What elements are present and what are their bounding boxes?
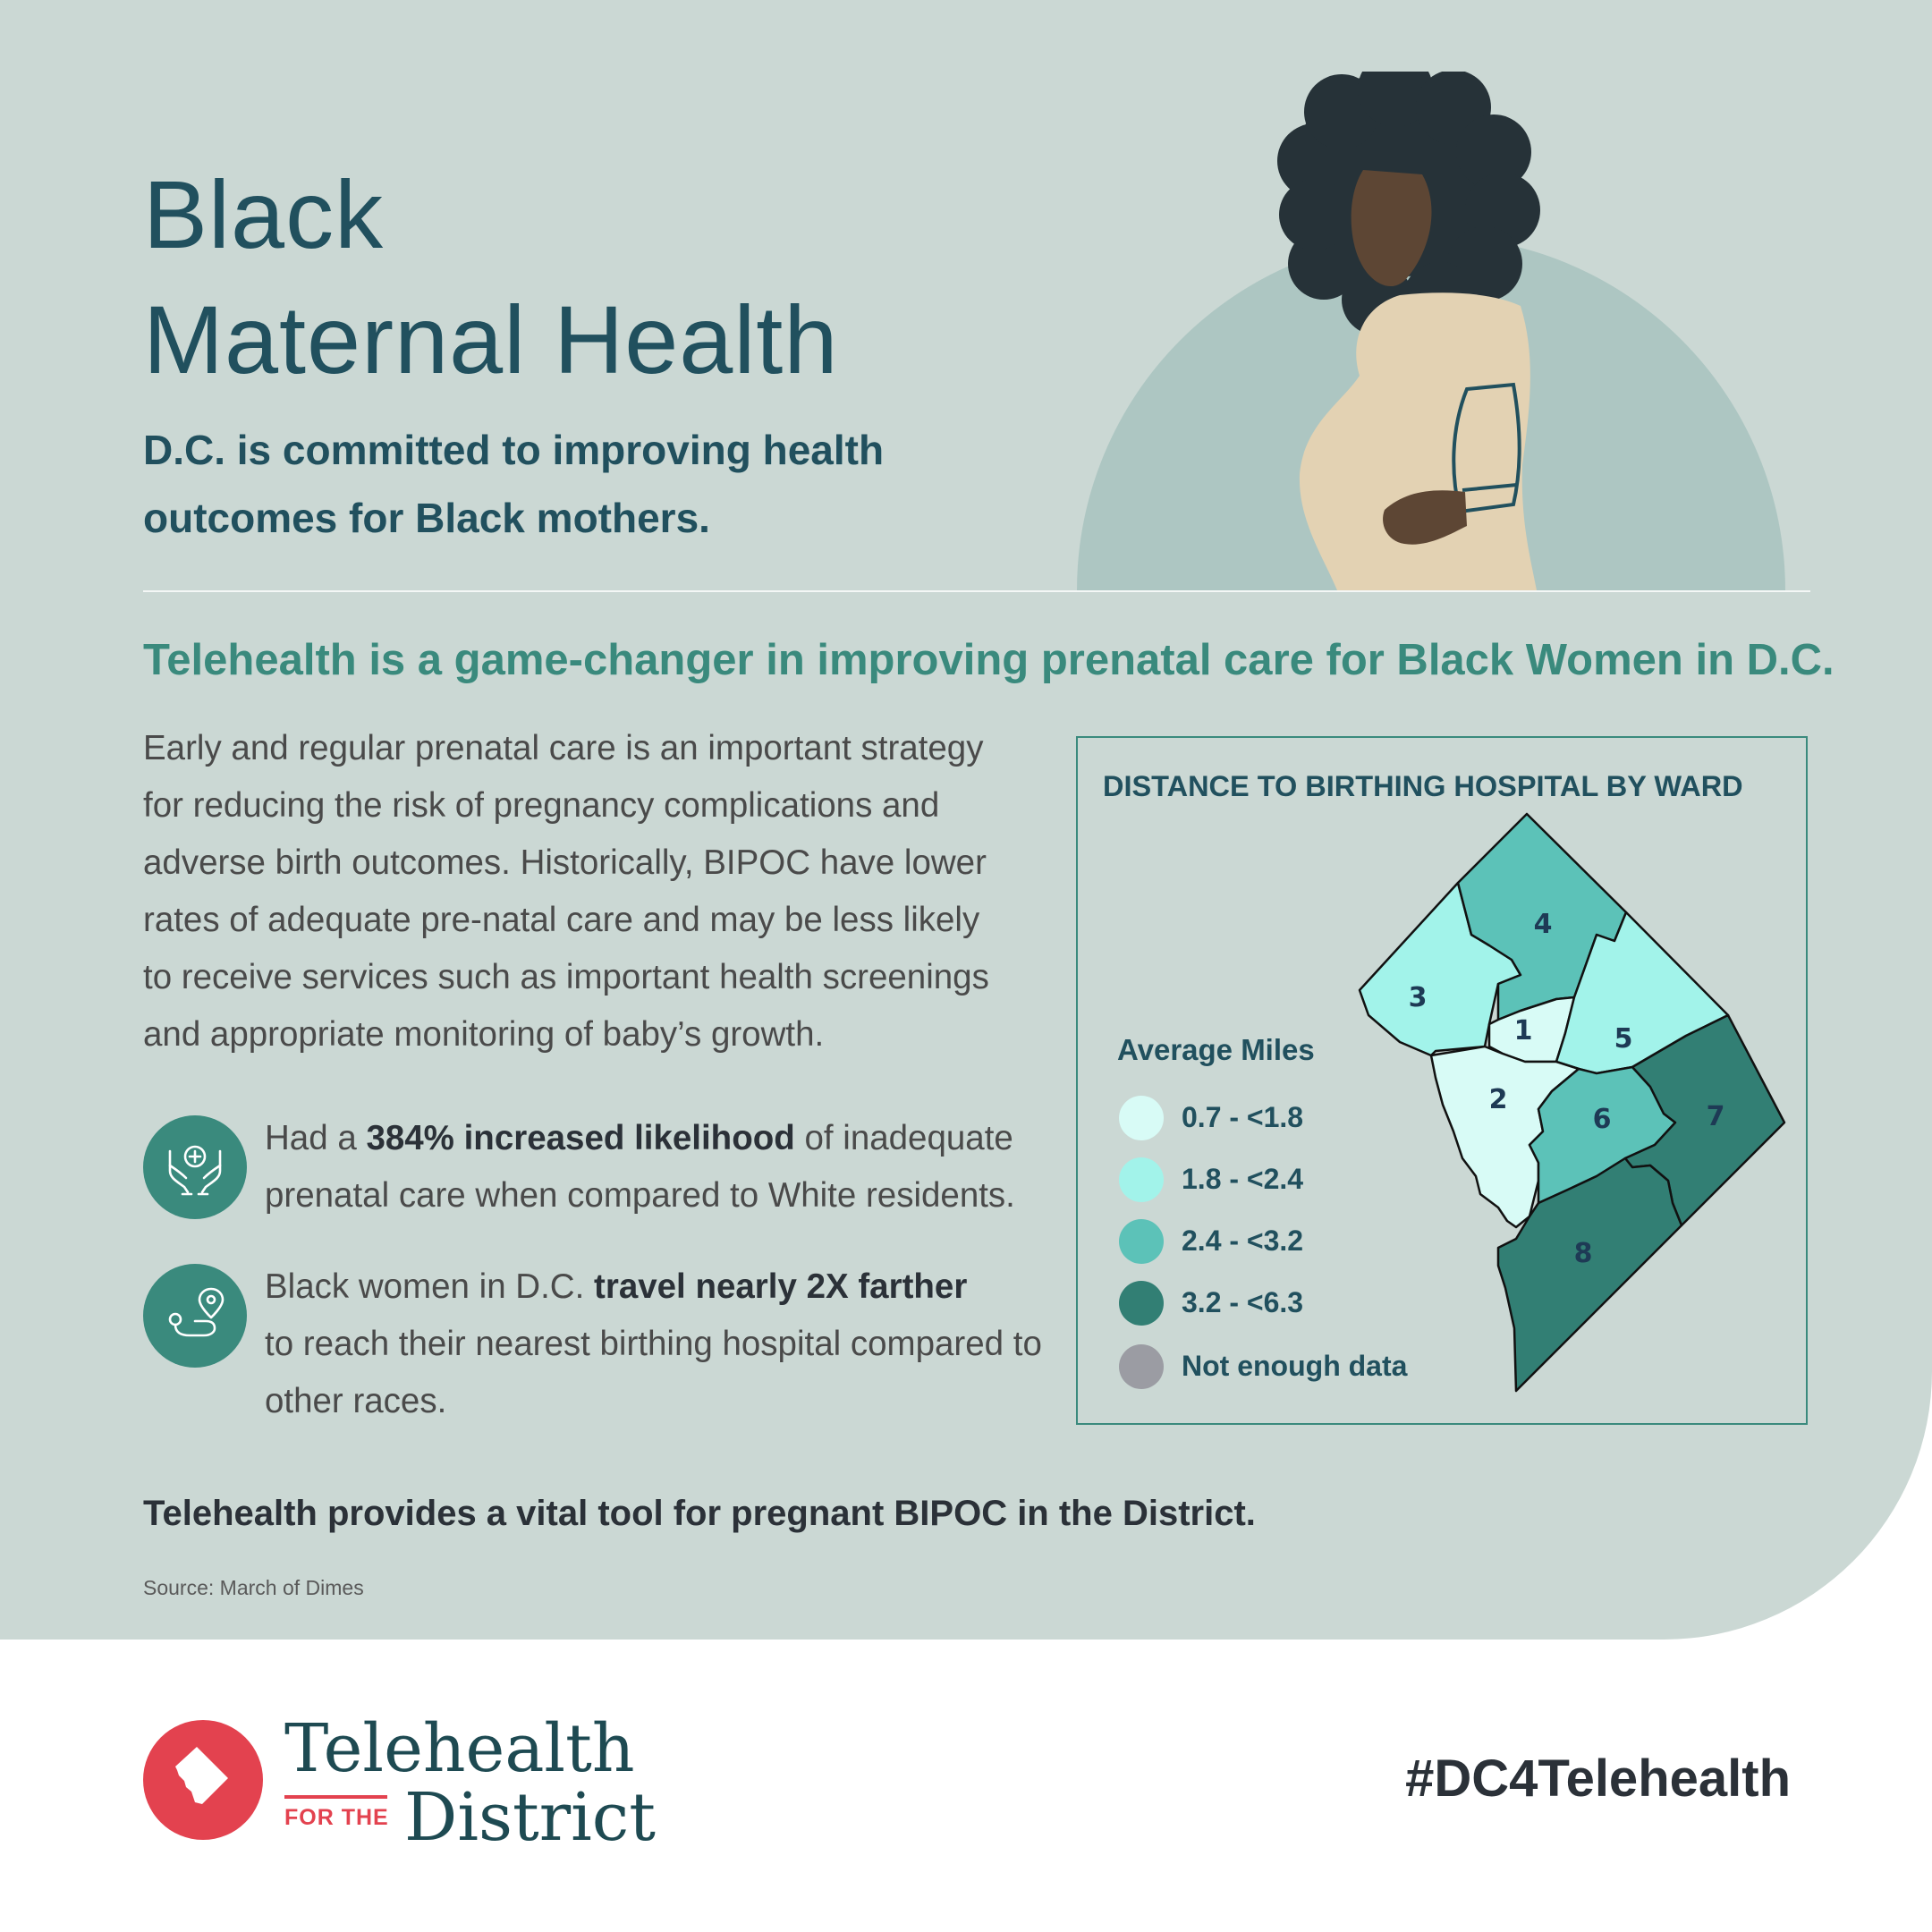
ward-label: 7 — [1707, 1101, 1725, 1132]
stat-text: Had a 384% increased likelihood of inade… — [265, 1110, 1088, 1224]
stat-text-prefix: Black women in D.C. — [265, 1267, 595, 1306]
section-headline: Telehealth is a game-changer in improvin… — [143, 636, 1835, 684]
source-citation: Source: March of Dimes — [143, 1576, 364, 1599]
dc-ward-map: 4 3 1 5 2 6 7 8 — [1358, 812, 1786, 1393]
ward-map-card: DISTANCE TO BIRTHING HOSPITAL BY WARD — [1076, 736, 1808, 1425]
legend-label: 1.8 - <2.4 — [1182, 1163, 1304, 1195]
stat-text: Black women in D.C. travel nearly 2X far… — [265, 1258, 1088, 1430]
campaign-hashtag: #DC4Telehealth — [1405, 1750, 1791, 1808]
logo-wordmark-district: District — [404, 1779, 656, 1856]
legend-swatch — [1119, 1281, 1164, 1326]
body-line: rates of adequate pre-natal care and may… — [143, 901, 980, 939]
title-line-2: Maternal Health — [143, 285, 839, 394]
legend-swatch — [1119, 1096, 1164, 1140]
logo-rule — [284, 1795, 387, 1799]
legend-label: 0.7 - <1.8 — [1182, 1101, 1304, 1133]
ward-label: 3 — [1409, 982, 1428, 1013]
subtitle-line-1: D.C. is committed to improving health — [143, 427, 885, 473]
ward-label: 5 — [1614, 1023, 1633, 1055]
ward-8-region — [1496, 1157, 1683, 1393]
stat-highlight: travel nearly 2X farther — [594, 1267, 968, 1306]
legend-label: 2.4 - <3.2 — [1182, 1224, 1304, 1257]
subtitle-line-2: outcomes for Black mothers. — [143, 495, 710, 541]
stat-text-suffix: to reach their nearest birthing hospital… — [265, 1325, 1042, 1420]
content-panel: Black Maternal Health D.C. is committed … — [0, 0, 1932, 1640]
legend-swatch — [1119, 1219, 1164, 1264]
body-line: for reducing the risk of pregnancy compl… — [143, 786, 940, 825]
caring-hands-icon — [143, 1115, 247, 1219]
legend-swatch — [1119, 1344, 1164, 1389]
ward-label: 8 — [1574, 1238, 1593, 1269]
legend-label: Not enough data — [1182, 1350, 1408, 1382]
legend-swatch — [1119, 1157, 1164, 1202]
pregnant-woman-illustration — [1077, 72, 1785, 590]
stat-text-suffix: of inadequate prenatal care when compare… — [265, 1119, 1015, 1215]
body-line: Early and regular prenatal care is an im… — [143, 729, 984, 767]
legend-label: 3.2 - <6.3 — [1182, 1286, 1304, 1318]
page-title: Black Maternal Health — [143, 152, 838, 402]
body-paragraph: Early and regular prenatal care is an im… — [143, 720, 1055, 1063]
stat-text-prefix: Had a — [265, 1119, 367, 1157]
body-line: to receive services such as important he… — [143, 958, 989, 996]
title-line-1: Black — [143, 160, 385, 268]
legend-title: Average Miles — [1117, 1033, 1315, 1066]
closing-statement: Telehealth provides a vital tool for pre… — [143, 1494, 1256, 1533]
section-divider — [143, 590, 1810, 592]
ward-label: 6 — [1593, 1104, 1612, 1135]
ward-label: 2 — [1489, 1084, 1508, 1115]
body-line: and appropriate monitoring of baby’s gro… — [143, 1015, 825, 1054]
ward-label: 4 — [1534, 909, 1553, 940]
page-subtitle: D.C. is committed to improving health ou… — [143, 416, 948, 552]
body-line: adverse birth outcomes. Historically, BI… — [143, 843, 987, 882]
stat-highlight: 384% increased likelihood — [366, 1119, 795, 1157]
route-pin-icon — [143, 1264, 247, 1368]
dc-map-logo-icon — [143, 1720, 263, 1840]
map-title: DISTANCE TO BIRTHING HOSPITAL BY WARD — [1103, 770, 1743, 802]
logo-wordmark-telehealth: Telehealth — [284, 1710, 635, 1787]
ward-label: 1 — [1514, 1015, 1533, 1046]
logo-for-the: FOR THE — [284, 1805, 389, 1830]
